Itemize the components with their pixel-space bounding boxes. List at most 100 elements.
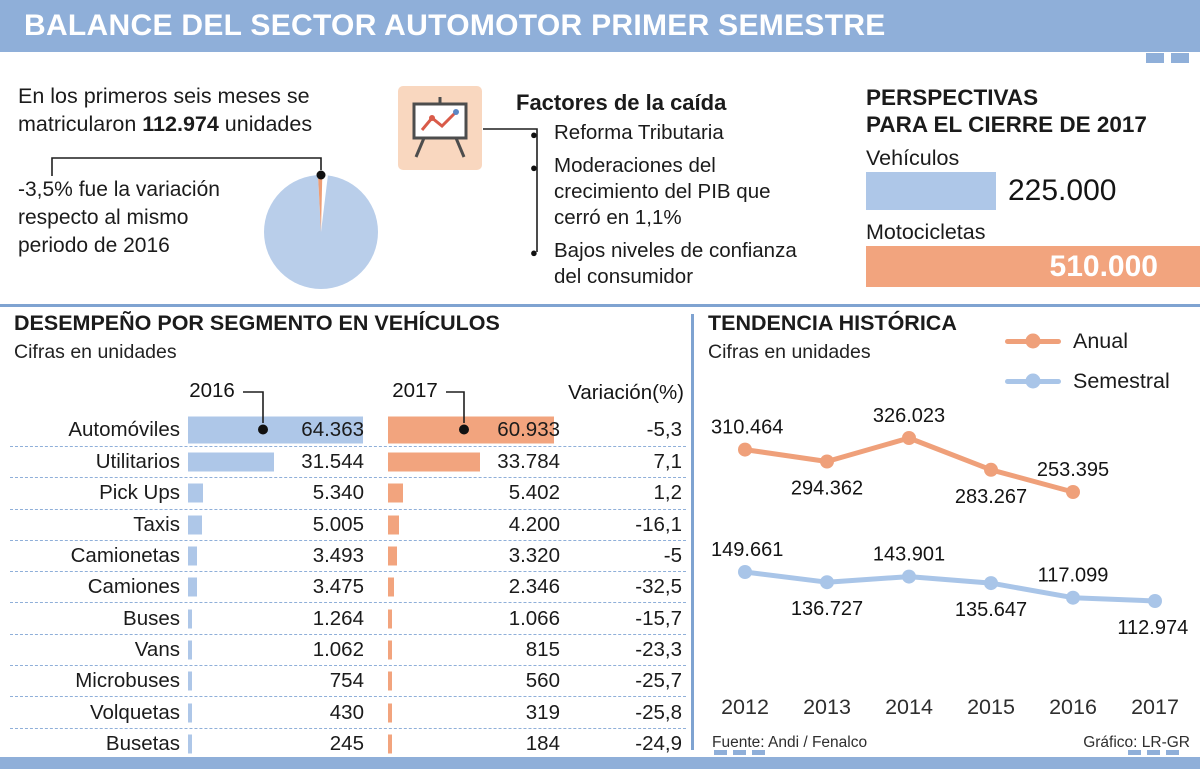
data-point [820, 575, 834, 590]
value-2016: 3.475 [312, 575, 364, 599]
point-label: 310.464 [711, 417, 783, 439]
segment-label: Pick Ups [99, 481, 180, 505]
table-row: Busetas 245 184 -24,9 [10, 729, 686, 759]
data-point [1066, 590, 1080, 605]
segment-label: Microbuses [75, 669, 180, 693]
segment-label: Buses [123, 606, 180, 630]
bar-cell-2017: 5.402 [388, 478, 564, 508]
bar-cell-2016: 64.363 [188, 413, 368, 446]
value-2016: 430 [329, 700, 364, 724]
value-2016: 754 [329, 669, 364, 693]
bar-2017 [388, 515, 400, 535]
decorative-mark [1146, 53, 1164, 63]
decorative-mark [1166, 750, 1179, 755]
data-point [1148, 594, 1162, 608]
variation-value: 7,1 [653, 450, 683, 474]
bar-2016 [188, 734, 192, 754]
table-row: Automóviles 64.363 60.933 -5,3 [10, 413, 686, 447]
variation-value: -15,7 [635, 606, 682, 630]
decorative-mark [714, 750, 727, 755]
data-point [738, 565, 752, 579]
value-2016: 245 [329, 731, 364, 755]
bar-2017 [388, 483, 403, 503]
bar-2016 [188, 671, 192, 691]
bar-2017 [388, 640, 392, 660]
bar-cell-2017: 319 [388, 697, 564, 727]
bar-cell-2017: 560 [388, 666, 564, 696]
segment-label: Volquetas [89, 700, 180, 724]
source-credit: Fuente: Andi / Fenalco [712, 734, 868, 751]
legend-dot-anual [1025, 333, 1041, 349]
pie-note: -3,5% fue la variación respecto al mismo… [18, 178, 220, 257]
table-row: Microbuses 754 560 -25,7 [10, 666, 686, 698]
bar-2016 [188, 515, 202, 535]
bar-cell-2016: 31.544 [188, 447, 368, 477]
bar-cell-2016: 1.062 [188, 635, 368, 665]
data-point [1066, 485, 1080, 499]
column-header-2017: 2017 [392, 379, 438, 402]
intro-line2-end: unidades [224, 112, 313, 136]
graphic-credit: Gráfico: LR-GR [1083, 734, 1190, 751]
value-2017: 560 [525, 669, 560, 693]
bar-2017 [388, 671, 392, 691]
segment-label: Busetas [105, 731, 180, 755]
value-2017: 4.200 [508, 512, 560, 536]
motorcycles-value: 510.000 [1049, 250, 1158, 283]
value-2016: 31.544 [301, 450, 364, 474]
bar-cell-2016: 754 [188, 666, 368, 696]
value-2016: 64.363 [301, 417, 364, 441]
factors-connector-line [483, 128, 538, 252]
factors-list: Reforma Tributaria Moderaciones del crec… [530, 120, 808, 297]
variation-value: -24,9 [635, 731, 682, 755]
vehicles-bar [866, 172, 996, 210]
legend-item-semestral: Semestral [1005, 369, 1170, 393]
variation-value: -5 [663, 544, 682, 568]
segment-label: Utilitarios [95, 450, 180, 474]
bar-2017 [388, 577, 395, 597]
bar-2016 [188, 609, 192, 629]
decorative-mark [1128, 750, 1141, 755]
page-title: BALANCE DEL SECTOR AUTOMOTOR PRIMER SEME… [24, 9, 886, 42]
table-row: Pick Ups 5.340 5.402 1,2 [10, 478, 686, 510]
data-point [984, 462, 998, 477]
bar-cell-2017: 184 [388, 729, 564, 759]
table-row: Volquetas 430 319 -25,8 [10, 697, 686, 729]
bar-2016 [188, 546, 198, 566]
bar-2017 [388, 546, 398, 566]
x-axis-label: 2017 [1131, 695, 1179, 719]
value-2017: 60.933 [497, 417, 560, 441]
bar-cell-2016: 245 [188, 729, 368, 759]
segment-label: Camionetas [70, 544, 180, 568]
bar-2017 [388, 416, 554, 443]
vehicles-value: 225.000 [1008, 174, 1117, 207]
point-label: 283.267 [955, 486, 1027, 508]
motorcycles-bar: 510.000 [866, 246, 1200, 287]
table-row: Taxis 5.005 4.200 -16,1 [10, 510, 686, 541]
bar-2016 [188, 703, 192, 723]
intro-line2: matricularon [18, 112, 137, 136]
bar-cell-2017: 4.200 [388, 510, 564, 540]
value-2016: 3.493 [312, 544, 364, 568]
point-label: 112.974 [1117, 617, 1188, 639]
legend-dot-semestral [1025, 373, 1041, 389]
table-row: Camionetas 3.493 3.320 -5 [10, 541, 686, 573]
value-2016: 1.264 [312, 606, 364, 630]
vertical-divider [691, 314, 694, 750]
value-2016: 1.062 [312, 637, 364, 661]
factors-title: Factores de la caída [516, 90, 727, 115]
segment-label: Vans [134, 637, 180, 661]
bar-cell-2017: 60.933 [388, 413, 564, 446]
bar-cell-2017: 2.346 [388, 572, 564, 602]
vehicles-label: Vehículos [866, 146, 960, 170]
header-bar: BALANCE DEL SECTOR AUTOMOTOR PRIMER SEME… [0, 0, 1200, 52]
horizontal-divider [0, 304, 1200, 307]
value-2017: 33.784 [497, 450, 560, 474]
bar-2016 [188, 416, 363, 443]
motorcycles-label: Motocicletas [866, 220, 986, 244]
value-2017: 319 [525, 700, 560, 724]
legend-item-anual: Anual [1005, 329, 1128, 353]
point-label: 326.023 [873, 405, 945, 427]
data-point [820, 454, 834, 469]
variation-value: -32,5 [635, 575, 682, 599]
point-label: 253.395 [1037, 459, 1109, 481]
